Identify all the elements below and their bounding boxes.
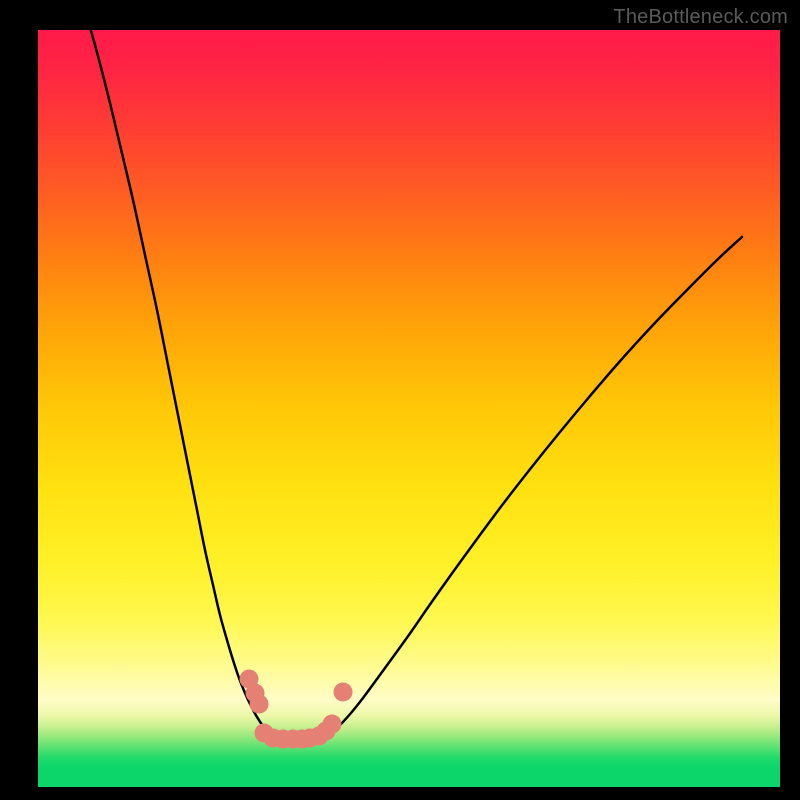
plot-area — [38, 30, 780, 787]
right-curve — [326, 237, 742, 738]
data-dot — [323, 715, 342, 734]
data-dot — [250, 695, 269, 714]
data-dot — [334, 683, 353, 702]
chart-container: TheBottleneck.com — [0, 0, 800, 800]
left-curve — [82, 30, 275, 738]
watermark-text: TheBottleneck.com — [613, 6, 788, 29]
curve-layer — [38, 30, 780, 787]
dots-group — [240, 670, 353, 749]
